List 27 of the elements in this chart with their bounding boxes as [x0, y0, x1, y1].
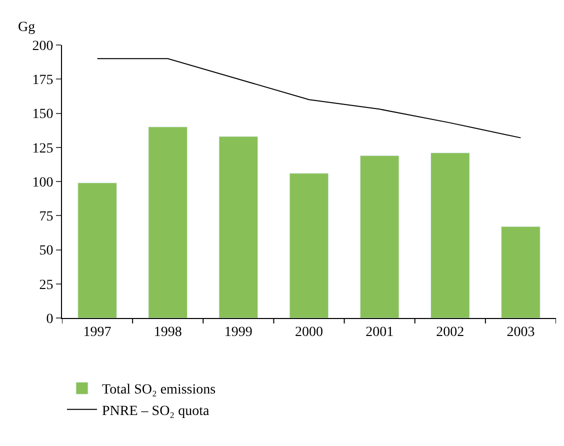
bar: [430, 152, 470, 318]
x-tick-label: 2000: [295, 324, 323, 340]
x-tick-label: 2003: [506, 324, 535, 340]
line-series: [96, 58, 522, 138]
y-tick-label: 150: [32, 107, 54, 122]
y-tick-label: 25: [39, 278, 54, 293]
bar: [78, 182, 117, 318]
legend-label: Total SO₂ emissions: [102, 382, 216, 398]
bar: [289, 173, 329, 318]
x-tick-label: 1999: [224, 324, 252, 340]
y-tick-label: 175: [32, 73, 54, 88]
legend-label: PNRE – SO₂ quota: [102, 404, 210, 419]
y-tick-label: 0: [46, 312, 54, 327]
x-tick-label: 1998: [154, 324, 182, 340]
x-tick-label: 1997: [83, 324, 112, 340]
y-tick-label: 50: [39, 244, 54, 259]
x-tick-label: 2002: [436, 324, 464, 340]
bar: [148, 126, 188, 318]
y-tick-label: 200: [32, 38, 54, 54]
x-tick-label: 2001: [366, 324, 394, 340]
y-tick-label: 125: [32, 141, 54, 156]
bar: [501, 226, 540, 318]
y-axis-title: Gg: [18, 20, 36, 35]
y-tick-label: 75: [39, 210, 54, 225]
y-tick-label: 100: [32, 175, 54, 190]
bar: [218, 136, 258, 318]
bar: [360, 155, 400, 318]
